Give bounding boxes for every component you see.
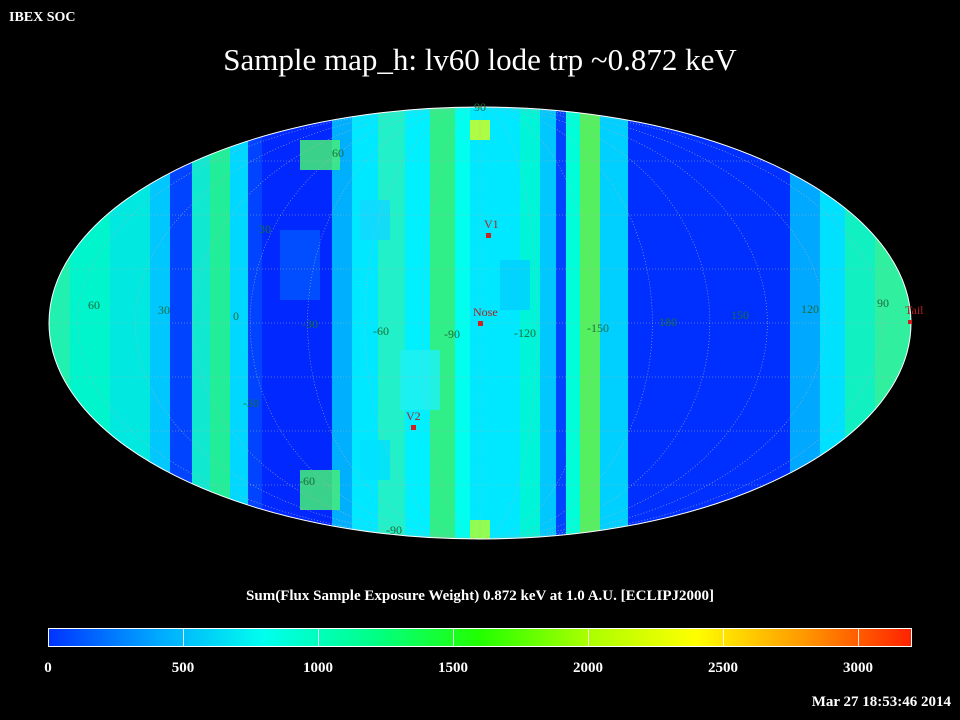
colorbar-tick-5	[723, 629, 724, 646]
map-band-18	[540, 107, 556, 539]
meridian-0	[422, 107, 538, 539]
map-patch-4	[640, 180, 670, 470]
map-band-6	[210, 107, 230, 539]
map-band-19	[556, 107, 566, 539]
map-patch-3	[500, 260, 530, 310]
map-patch-9	[300, 470, 340, 510]
map-band-2	[110, 107, 150, 539]
map-patch-2	[400, 350, 440, 410]
marker-v2-dot	[411, 425, 416, 430]
graticule-labels: 60 30 0 -30 -60 -90 -120 -150 180 150 120 90 90 60 30 -…	[88, 100, 889, 537]
lon-label-9: 150	[731, 308, 749, 322]
map-band-1	[70, 107, 110, 539]
map-band-8	[248, 107, 262, 539]
marker-v2[interactable]: V2	[406, 409, 421, 430]
organization-label: IBEX SOC	[9, 10, 76, 25]
lon-label-7: -150	[587, 321, 609, 335]
marker-tail-label: Tail	[905, 303, 924, 317]
lon-label-8: 180	[659, 315, 677, 329]
marker-v2-label: V2	[406, 409, 421, 423]
marker-nose-dot	[478, 321, 483, 326]
lat-label-3: -30	[243, 396, 259, 410]
colorbar-label-4: 2000	[573, 660, 603, 676]
timestamp: Mar 27 18:53:46 2014	[811, 694, 951, 710]
marker-v1-label: V1	[484, 217, 499, 231]
meridian-5	[134, 107, 826, 539]
map-band-25	[820, 107, 845, 539]
map-band-5	[192, 107, 210, 539]
map-band-15	[455, 107, 470, 539]
colorbar-title: Sum(Flux Sample Exposure Weight) 0.872 k…	[246, 588, 714, 604]
meridian-4	[192, 107, 768, 539]
map-band-3	[150, 107, 170, 539]
map-patch-0	[280, 230, 320, 300]
lat-label-2: 30	[259, 222, 271, 236]
colorbar-label-5: 2500	[708, 660, 738, 676]
sky-map[interactable]: 60 30 0 -30 -60 -90 -120 -150 180 150 120 90 90 60 30 -…	[0, 0, 960, 600]
lon-label-11: 90	[877, 296, 889, 310]
lon-label-2: 0	[233, 309, 239, 323]
colorbar-label-3: 1500	[438, 660, 468, 676]
marker-nose[interactable]: Nose	[473, 305, 498, 326]
lon-label-1: 30	[158, 303, 170, 317]
map-band-7	[230, 107, 248, 539]
marker-v1-dot	[486, 233, 491, 238]
lat-label-0: 90	[474, 100, 486, 114]
marker-tail-dot	[908, 320, 912, 324]
map-patch-6	[470, 120, 490, 140]
meridian-6	[77, 107, 883, 539]
marker-v1[interactable]: V1	[484, 217, 499, 238]
marker-tail[interactable]: Tail	[905, 303, 924, 324]
colorbar	[48, 628, 912, 647]
meridian-1	[364, 107, 596, 539]
colorbar-tick-3	[453, 629, 454, 646]
lat-label-4: -60	[299, 474, 315, 488]
lon-label-5: -90	[444, 327, 460, 341]
lon-label-3: -30	[302, 317, 318, 331]
map-patch-5	[360, 440, 390, 480]
colorbar-label-0: 0	[44, 660, 52, 676]
lat-label-5: -90	[386, 523, 402, 537]
colorbar-tick-4	[588, 629, 589, 646]
lon-label-6: -120	[514, 326, 536, 340]
colorbar-label-2: 1000	[303, 660, 333, 676]
marker-nose-label: Nose	[473, 305, 498, 319]
map-band-16	[470, 107, 520, 539]
map-band-27	[875, 107, 911, 539]
lon-label-0: 60	[88, 298, 100, 312]
map-band-13	[405, 107, 430, 539]
lon-label-10: 120	[801, 302, 819, 316]
map-band-26	[845, 107, 875, 539]
map-band-17	[520, 107, 540, 539]
lon-label-4: -60	[373, 324, 389, 338]
colorbar-tick-6	[858, 629, 859, 646]
map-band-14	[430, 107, 455, 539]
map-patch-8	[300, 140, 340, 170]
map-band-9	[262, 107, 332, 539]
map-patch-1	[360, 200, 390, 240]
map-title: Sample map_h: lv60 lode trp ~0.872 keV	[223, 42, 737, 77]
colorbar-tick-2	[318, 629, 319, 646]
colorbar-tick-1	[183, 629, 184, 646]
map-band-20	[566, 107, 580, 539]
colorbar-label-1: 500	[171, 660, 195, 676]
map-patch-7	[470, 520, 490, 539]
colorbar-label-6: 3000	[843, 660, 873, 676]
lat-label-1: 60	[332, 146, 344, 160]
map-band-0	[49, 107, 70, 539]
map-band-24	[790, 107, 820, 539]
